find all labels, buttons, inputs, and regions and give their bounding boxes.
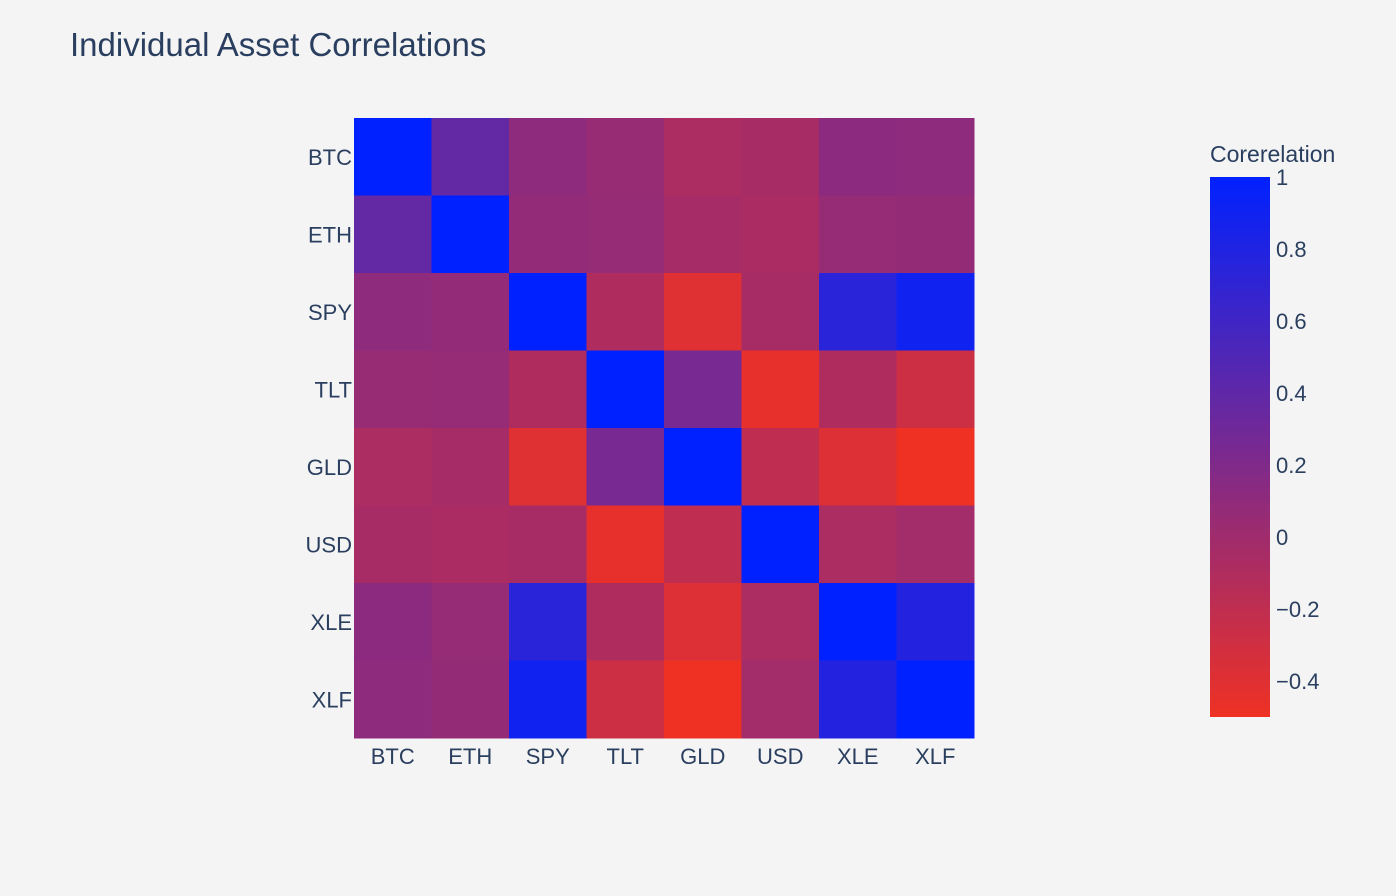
x-tick-label: XLF [915, 744, 955, 769]
heatmap-cell-gld-tlt[interactable] [586, 428, 665, 506]
heatmap-cell-tlt-eth[interactable] [431, 350, 510, 429]
heatmap-cell-xlf-spy[interactable] [509, 660, 587, 739]
colorbar: Corerelation 1 0.8 0.6 0.4 0.2 0 −0.2 −0.4 [1210, 141, 1335, 717]
heatmap-cell-eth-eth[interactable] [431, 195, 510, 274]
heatmap-cell-xlf-xlf[interactable] [896, 660, 975, 739]
y-tick-label: TLT [315, 377, 352, 402]
colorbar-tick-label: −0.4 [1276, 669, 1319, 694]
heatmap-cell-gld-eth[interactable] [431, 428, 510, 506]
heatmap-cell-usd-usd[interactable] [741, 505, 820, 584]
heatmap-cell-eth-spy[interactable] [509, 195, 587, 274]
colorbar-tick-label: 0.4 [1276, 381, 1307, 406]
heatmap-cell-gld-gld[interactable] [664, 428, 742, 506]
colorbar-tick-label: −0.2 [1276, 597, 1319, 622]
heatmap-cell-xlf-btc[interactable] [354, 660, 432, 739]
heatmap-cell-btc-spy[interactable] [509, 118, 587, 196]
heatmap-cell-xle-gld[interactable] [664, 583, 742, 661]
x-tick-label: GLD [680, 744, 725, 769]
colorbar-tick-label: 0.8 [1276, 237, 1307, 262]
heatmap-cell-eth-btc[interactable] [354, 195, 432, 274]
heatmap-cell-xle-eth[interactable] [431, 583, 510, 661]
heatmap-cell-eth-tlt[interactable] [586, 195, 665, 274]
y-tick-label: ETH [308, 222, 352, 247]
heatmap-cell-eth-xlf[interactable] [896, 195, 975, 274]
heatmap-cell-usd-btc[interactable] [354, 505, 432, 584]
heatmap-cell-btc-usd[interactable] [741, 118, 820, 196]
y-tick-label: BTC [308, 145, 352, 170]
x-tick-label: BTC [371, 744, 415, 769]
x-tick-label: USD [757, 744, 803, 769]
heatmap-cell-xlf-eth[interactable] [431, 660, 510, 739]
heatmap-cell-eth-usd[interactable] [741, 195, 820, 274]
colorbar-tick-label: 0.2 [1276, 453, 1307, 478]
heatmap-cell-gld-xlf[interactable] [896, 428, 975, 506]
heatmap-cell-spy-gld[interactable] [664, 273, 742, 351]
heatmap-cell-gld-xle[interactable] [819, 428, 897, 506]
heatmap-cell-btc-eth[interactable] [431, 118, 510, 196]
chart-title: Individual Asset Correlations [70, 26, 487, 63]
heatmap-cell-xle-usd[interactable] [741, 583, 820, 661]
heatmap-cell-xle-btc[interactable] [354, 583, 432, 661]
heatmap-cell-xle-tlt[interactable] [586, 583, 665, 661]
x-tick-label: XLE [837, 744, 879, 769]
y-tick-label: XLF [312, 687, 352, 712]
y-tick-label: SPY [308, 300, 352, 325]
x-tick-label: ETH [448, 744, 492, 769]
heatmap-cell-usd-eth[interactable] [431, 505, 510, 584]
y-tick-label: GLD [307, 455, 352, 480]
heatmap-cell-spy-spy[interactable] [509, 273, 587, 351]
heatmap-cell-tlt-btc[interactable] [354, 350, 432, 429]
heatmap-cell-tlt-xle[interactable] [819, 350, 897, 429]
heatmap-cell-btc-gld[interactable] [664, 118, 742, 196]
y-tick-label: USD [306, 532, 352, 557]
heatmap-cell-tlt-spy[interactable] [509, 350, 587, 429]
colorbar-title: Corerelation [1210, 141, 1335, 167]
heatmap-cell-usd-xle[interactable] [819, 505, 897, 584]
heatmap-cell-gld-spy[interactable] [509, 428, 587, 506]
heatmap-cell-spy-usd[interactable] [741, 273, 820, 351]
heatmap-cell-spy-btc[interactable] [354, 273, 432, 351]
heatmap-cell-tlt-usd[interactable] [741, 350, 820, 429]
colorbar-ticks: 1 0.8 0.6 0.4 0.2 0 −0.2 −0.4 [1276, 165, 1319, 694]
colorbar-tick-label: 1 [1276, 165, 1288, 190]
heatmap-cell-spy-xlf[interactable] [896, 273, 975, 351]
colorbar-tick-label: 0.6 [1276, 309, 1307, 334]
x-axis-ticks: BTC ETH SPY TLT GLD USD XLE XLF [371, 744, 956, 769]
x-tick-label: SPY [526, 744, 570, 769]
heatmap-cell-usd-tlt[interactable] [586, 505, 665, 584]
heatmap-cell-spy-tlt[interactable] [586, 273, 665, 351]
heatmap-cell-btc-tlt[interactable] [586, 118, 665, 196]
heatmap-cell-tlt-gld[interactable] [664, 350, 742, 429]
heatmap-cell-xlf-tlt[interactable] [586, 660, 665, 739]
heatmap-cell-tlt-tlt[interactable] [586, 350, 665, 429]
heatmap-cell-gld-btc[interactable] [354, 428, 432, 506]
heatmap-cell-gld-usd[interactable] [741, 428, 820, 506]
heatmap-cell-btc-xle[interactable] [819, 118, 897, 196]
x-tick-label: TLT [607, 744, 644, 769]
heatmap-cell-xle-spy[interactable] [509, 583, 587, 661]
heatmap-cell-eth-gld[interactable] [664, 195, 742, 274]
heatmap-cell-btc-btc[interactable] [354, 118, 432, 196]
heatmap-cell-xlf-usd[interactable] [741, 660, 820, 739]
heatmap-cell-usd-spy[interactable] [509, 505, 587, 584]
heatmap-cell-xle-xle[interactable] [819, 583, 897, 661]
heatmap-cell-spy-eth[interactable] [431, 273, 510, 351]
colorbar-gradient [1210, 177, 1270, 717]
colorbar-tick-label: 0 [1276, 525, 1288, 550]
heatmap-cell-tlt-xlf[interactable] [896, 350, 975, 429]
y-axis-ticks: BTC ETH SPY TLT GLD USD XLE XLF [306, 145, 353, 713]
heatmap-cell-usd-gld[interactable] [664, 505, 742, 584]
heatmap-cell-eth-xle[interactable] [819, 195, 897, 274]
heatmap-cell-usd-xlf[interactable] [896, 505, 975, 584]
heatmap-cell-xlf-xle[interactable] [819, 660, 897, 739]
heatmap-cell-spy-xle[interactable] [819, 273, 897, 351]
heatmap-cell-xle-xlf[interactable] [896, 583, 975, 661]
y-tick-label: XLE [310, 610, 352, 635]
heatmap-cell-xlf-gld[interactable] [664, 660, 742, 739]
heatmap-cell-btc-xlf[interactable] [896, 118, 975, 196]
heatmap-cells [354, 118, 975, 739]
